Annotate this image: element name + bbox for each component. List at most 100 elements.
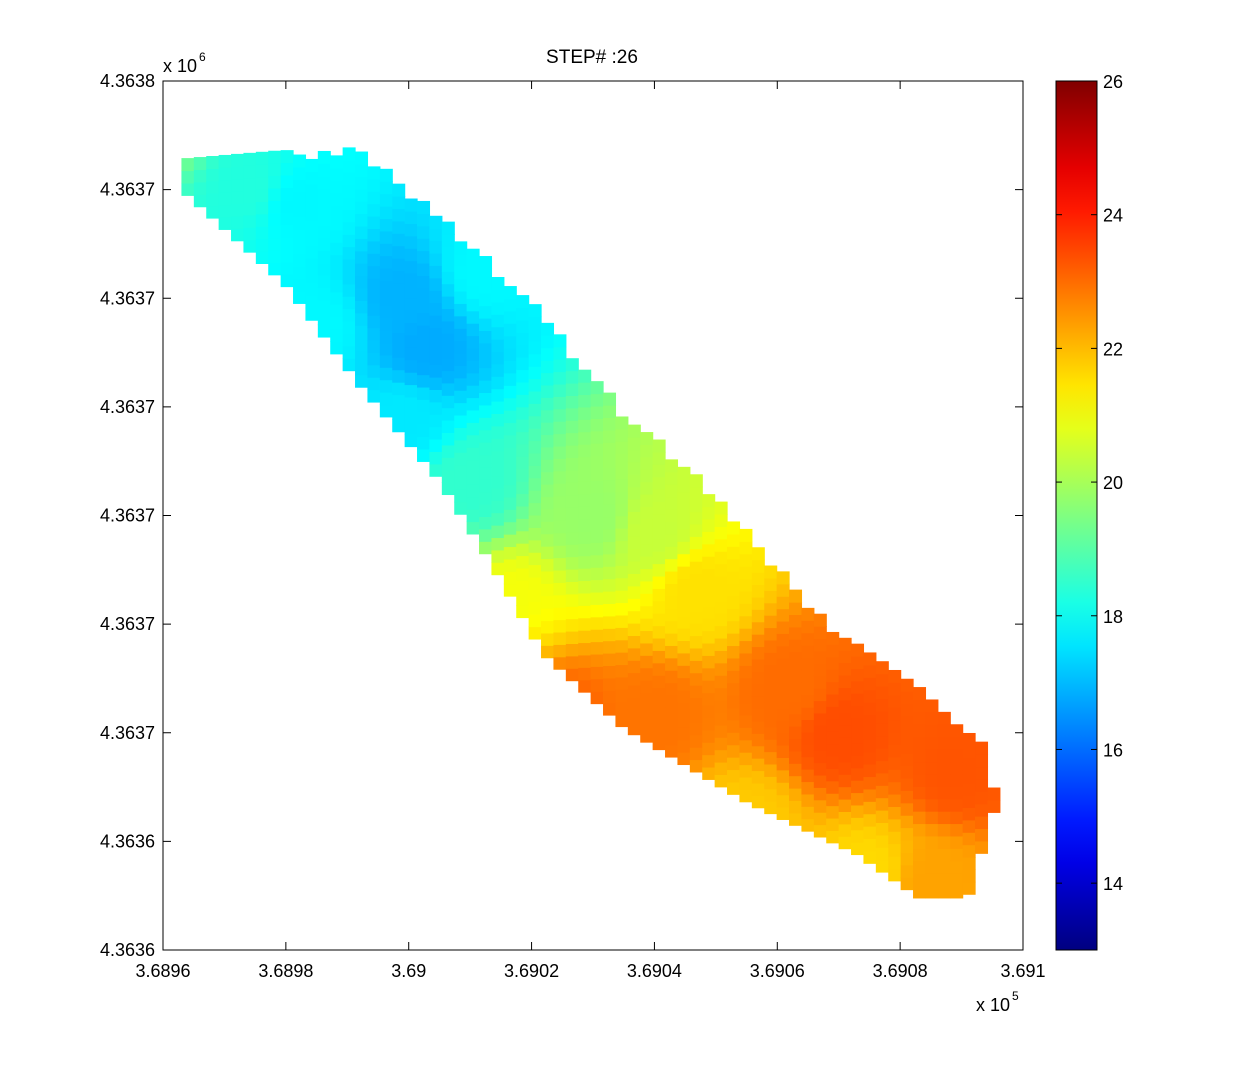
heatmap-cell: [541, 595, 555, 609]
heatmap-cell: [417, 324, 431, 338]
heatmap-cell: [627, 709, 641, 723]
heatmap-cell: [652, 451, 666, 465]
x-tick-label: 3.6898: [258, 961, 313, 981]
heatmap-cell: [801, 607, 815, 621]
heatmap-cell: [665, 732, 679, 746]
heatmap-cell: [727, 558, 741, 572]
heatmap-cell: [317, 262, 331, 276]
heatmap-cell: [652, 650, 666, 664]
heatmap-cell: [417, 424, 431, 438]
heatmap-cell: [578, 506, 592, 520]
heatmap-cell: [392, 382, 406, 396]
heatmap-cell: [640, 531, 654, 545]
heatmap-cell: [466, 323, 480, 337]
heatmap-cell: [751, 646, 765, 660]
heatmap-cell: [565, 494, 579, 508]
heatmap-cell: [665, 719, 679, 733]
heatmap-cell: [231, 153, 245, 167]
heatmap-cell: [565, 469, 579, 483]
heatmap-cell: [627, 598, 641, 612]
heatmap-cell: [528, 465, 542, 479]
heatmap-cell: [565, 643, 579, 657]
heatmap-cell: [429, 277, 443, 291]
heatmap-cell: [950, 761, 964, 775]
colorbar-frame: [1055, 80, 1098, 951]
heatmap-cell: [454, 253, 468, 267]
heatmap-cell: [727, 682, 741, 696]
heatmap-cell: [826, 693, 840, 707]
heatmap-cell: [776, 670, 790, 684]
heatmap-cell: [193, 169, 207, 183]
heatmap-cell: [640, 667, 654, 681]
heatmap-cell: [541, 347, 555, 361]
heatmap-cell: [528, 415, 542, 429]
heatmap-cell: [714, 625, 728, 639]
heatmap-cell: [404, 198, 418, 212]
heatmap-cell: [330, 254, 344, 268]
heatmap-cell: [987, 799, 1001, 813]
heatmap-cell: [751, 572, 765, 586]
heatmap-cell: [640, 680, 654, 694]
heatmap-cell: [516, 493, 530, 507]
heatmap-cell: [578, 605, 592, 619]
heatmap-cell: [739, 566, 753, 580]
heatmap-cell: [590, 567, 604, 581]
heatmap-cell: [640, 456, 654, 470]
heatmap-cell: [751, 596, 765, 610]
heatmap-cell: [454, 340, 468, 354]
heatmap-cell: [913, 860, 927, 874]
heatmap-cell: [603, 405, 617, 419]
heatmap-cell: [218, 192, 232, 206]
heatmap-cell: [181, 170, 195, 184]
heatmap-cell: [479, 528, 493, 542]
heatmap-cell: [900, 715, 914, 729]
heatmap-cell: [627, 523, 641, 537]
heatmap-cell: [727, 719, 741, 733]
heatmap-cell: [479, 541, 493, 555]
heatmap-cell: [553, 396, 567, 410]
heatmap-cell: [503, 534, 517, 548]
heatmap-cell: [603, 467, 617, 481]
heatmap-cell: [615, 652, 629, 666]
heatmap-cell: [342, 333, 356, 347]
heatmap-cell: [516, 555, 530, 569]
heatmap-cell: [727, 521, 741, 535]
heatmap-cell: [578, 419, 592, 433]
heatmap-cell: [652, 538, 666, 552]
heatmap-cell: [392, 233, 406, 247]
heatmap-cell: [379, 255, 393, 269]
heatmap-cell: [429, 451, 443, 465]
heatmap-cell: [491, 475, 505, 489]
heatmap-cell: [652, 712, 666, 726]
x-tick-label: 3.6896: [135, 961, 190, 981]
heatmap-cell: [689, 623, 703, 637]
heatmap-cell: [541, 459, 555, 473]
heatmap-cell: [330, 304, 344, 318]
heatmap-cell: [429, 376, 443, 390]
heatmap-cell: [466, 285, 480, 299]
heatmap-cell: [367, 253, 381, 267]
heatmap-cell: [553, 507, 567, 521]
heatmap-cell: [503, 385, 517, 399]
heatmap-cell: [317, 200, 331, 214]
heatmap-cell: [454, 476, 468, 490]
heatmap-cell: [739, 541, 753, 555]
heatmap-cell: [640, 704, 654, 718]
heatmap-cell: [466, 273, 480, 287]
heatmap-cell: [193, 194, 207, 208]
heatmap-cell: [851, 755, 865, 769]
heatmap-cell: [677, 466, 691, 480]
heatmap-cell: [429, 302, 443, 316]
heatmap-cell: [950, 786, 964, 800]
heatmap-cell: [665, 620, 679, 634]
heatmap-cell: [838, 737, 852, 750]
heatmap-cell: [404, 421, 418, 435]
heatmap-cell: [603, 429, 617, 443]
heatmap-cell: [689, 536, 703, 550]
heatmap-cell: [801, 669, 815, 683]
heatmap-cell: [826, 817, 840, 831]
heatmap-cell: [677, 603, 691, 617]
heatmap-cell: [789, 651, 803, 665]
heatmap-cell: [528, 564, 542, 578]
heatmap-cell: [578, 568, 592, 582]
